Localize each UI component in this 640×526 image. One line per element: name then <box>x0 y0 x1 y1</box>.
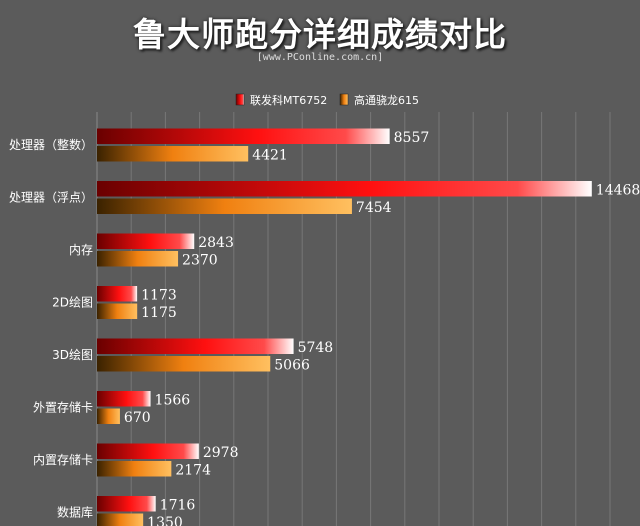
data-label: 2174 <box>175 463 211 479</box>
bar-series-2 <box>97 303 138 319</box>
bar-series-2 <box>97 198 352 214</box>
data-label: 7454 <box>356 200 392 216</box>
bar-series-1 <box>97 443 199 459</box>
legend-label: 高通骁龙615 <box>354 93 419 107</box>
legend-swatch <box>235 93 245 106</box>
chart-title: 鲁大师跑分详细成绩对比 <box>133 15 507 54</box>
data-label: 5066 <box>274 358 310 374</box>
bar-group: 内存 2843 2370 <box>69 233 234 269</box>
bar-series-1 <box>97 128 390 144</box>
data-label: 670 <box>124 410 151 426</box>
bar-series-2 <box>97 461 172 477</box>
bar-group: 3D绘图 5748 5066 <box>52 338 334 374</box>
bar-series-1 <box>97 286 138 302</box>
data-label: 1716 <box>160 498 196 514</box>
bar-series-2 <box>97 146 249 162</box>
category-label: 处理器（整数） <box>9 137 93 152</box>
data-label: 14468 <box>596 183 640 199</box>
data-label: 1566 <box>155 393 191 409</box>
data-label: 8557 <box>394 130 430 146</box>
legend: 联发科MT6752 高通骁龙615 <box>235 93 419 107</box>
data-label: 2978 <box>203 445 239 461</box>
data-label: 5748 <box>298 340 334 356</box>
data-label: 1173 <box>141 288 177 304</box>
category-label: 外置存储卡 <box>33 400 93 415</box>
bar-series-2 <box>97 251 179 267</box>
category-label: 内存 <box>69 243 93 257</box>
bar-series-2 <box>97 408 120 424</box>
bar-series-1 <box>97 233 195 249</box>
bar-group: 内置存储卡 2978 2174 <box>33 443 239 479</box>
bar-group: 处理器（浮点） 14468 7454 <box>9 181 640 216</box>
bar-series-1 <box>97 181 592 197</box>
data-label: 2370 <box>182 253 218 269</box>
category-label: 2D绘图 <box>52 295 93 310</box>
legend-swatch <box>339 93 349 106</box>
category-label: 数据库 <box>57 505 93 520</box>
bar-series-1 <box>97 338 294 354</box>
bar-series-1 <box>97 391 151 407</box>
data-label: 1350 <box>147 515 183 526</box>
bar-series-2 <box>97 356 271 372</box>
legend-label: 联发科MT6752 <box>250 93 327 107</box>
bar-group: 处理器（整数） 8557 4421 <box>9 128 430 164</box>
bar-series-1 <box>97 496 156 512</box>
data-label: 4421 <box>252 148 288 164</box>
data-label: 1175 <box>141 305 177 321</box>
category-label: 3D绘图 <box>52 347 93 362</box>
category-label: 处理器（浮点） <box>9 191 93 205</box>
chart-subtitle: [www.PConline.com.cn] <box>256 52 384 63</box>
category-label: 内置存储卡 <box>33 452 93 467</box>
data-label: 2843 <box>198 235 234 251</box>
bar-series-2 <box>97 513 144 526</box>
